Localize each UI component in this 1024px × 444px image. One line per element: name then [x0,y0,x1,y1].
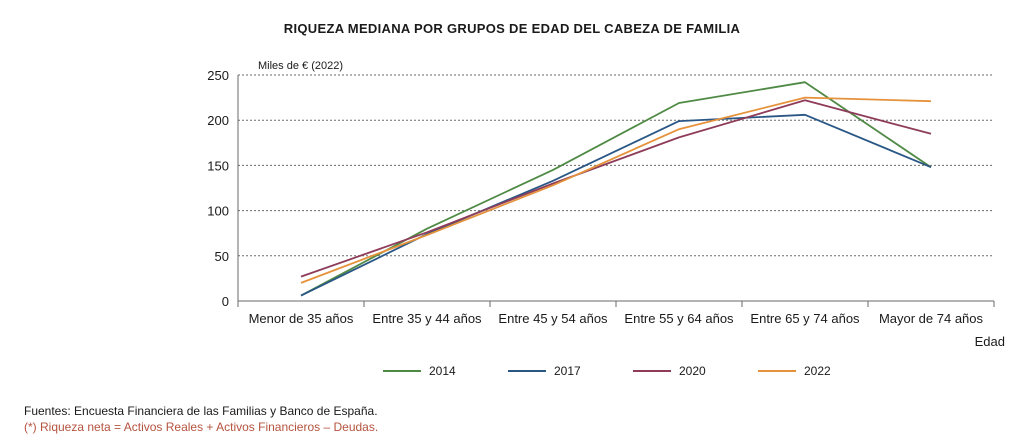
x-tick-label: Menor de 35 años [249,311,354,326]
series-line-2014 [300,81,932,297]
y-tick-label: 50 [215,249,229,264]
source-note: Fuentes: Encuesta Financiera de las Fami… [24,404,378,418]
x-tick-labels: Menor de 35 años Entre 35 y 44 años Entre … [249,311,984,326]
y-tick-labels: 0 50 100 150 200 250 [207,68,229,309]
gridlines [238,74,994,257]
y-tick-label: 250 [207,68,229,83]
legend-label-2022: 2022 [804,364,831,378]
series-line-2022 [300,96,932,284]
x-axis-label: Edad [975,334,1005,349]
chart-title: RIQUEZA MEDIANA POR GRUPOS DE EDAD DEL C… [283,21,741,36]
x-tick-label: Entre 35 y 44 años [372,311,482,326]
series-lines [300,81,932,297]
series-line-2020 [300,99,932,278]
x-tick-label: Entre 45 y 54 años [498,311,608,326]
definition-note: (*) Riqueza neta = Activos Reales + Acti… [24,420,379,434]
y-tick-label: 150 [207,158,229,173]
legend-label-2014: 2014 [429,364,456,378]
x-tick-label: Entre 65 y 74 años [750,311,860,326]
axes [237,75,995,307]
y-axis-label: Miles de € (2022) [258,60,343,72]
line-chart: 0 50 100 150 200 250 Menor de 35 años Entre 35… [207,60,1005,378]
x-tick-label: Entre 55 y 64 años [624,311,734,326]
legend-label-2017: 2017 [554,364,581,378]
y-tick-label: 100 [207,204,229,219]
x-tick-label: Mayor de 74 años [879,311,984,326]
y-tick-label: 200 [207,113,229,128]
legend: 2014 2017 2020 2022 [383,364,831,378]
series-line-2017 [300,113,932,297]
y-tick-label: 0 [222,294,229,309]
legend-label-2020: 2020 [679,364,706,378]
